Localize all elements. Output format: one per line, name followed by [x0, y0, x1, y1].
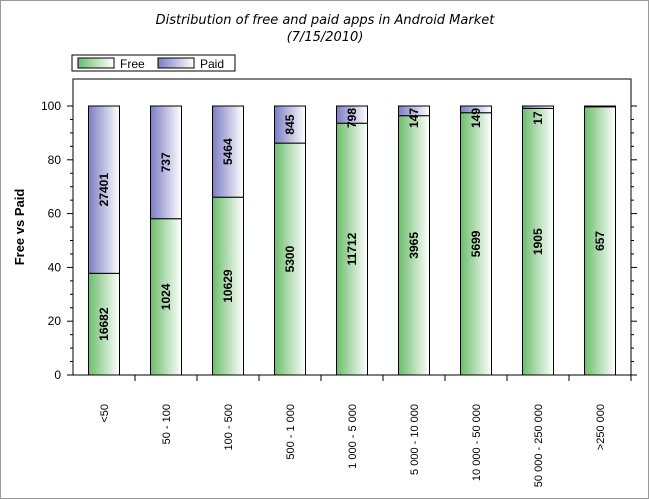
bar-free — [150, 218, 182, 376]
legend-label-free: Free — [120, 57, 145, 71]
data-label-paid: 737 — [159, 152, 173, 172]
x-tick-label: 10 000 - 50 000 — [471, 404, 483, 481]
data-label-free: 3965 — [407, 232, 421, 259]
bar-free — [522, 107, 554, 376]
bar-paid — [398, 105, 430, 117]
data-label-free: 11712 — [345, 232, 359, 265]
x-tick-label: <50 — [99, 404, 111, 423]
chart-title-line1: Distribution of free and paid apps in An… — [156, 13, 496, 28]
y-tick-label: 80 — [48, 153, 62, 167]
bar-paid — [88, 105, 120, 274]
bar-paid — [584, 105, 616, 108]
bar-free — [584, 106, 616, 376]
data-label-paid: 845 — [283, 114, 297, 134]
data-label-free: 10629 — [221, 269, 235, 303]
bar-free — [460, 112, 492, 376]
x-tick-label: 50 000 - 250 000 — [533, 404, 545, 487]
data-label-paid: 798 — [345, 108, 359, 128]
bar-paid — [336, 105, 368, 124]
data-label-paid: 147 — [407, 108, 421, 128]
legend-swatch-paid — [157, 57, 195, 69]
x-tick-label: 5 000 - 10 000 — [409, 404, 421, 475]
bar-free — [88, 272, 120, 376]
data-label-free: 5699 — [469, 230, 483, 257]
legend: Free Paid — [71, 54, 236, 72]
data-label-paid: 149 — [469, 108, 483, 128]
x-tick-label: 50 - 100 — [161, 404, 173, 444]
data-label-paid: 27401 — [97, 173, 111, 207]
y-tick-label: 60 — [48, 207, 62, 221]
bar-free — [336, 122, 368, 376]
x-tick-label: >250 000 — [595, 404, 607, 450]
plot-area: 0 20 40 60 80 100 16682 27401 <50 1024 737 50 - 100… — [41, 78, 637, 487]
x-tick-label: 500 - 1 000 — [285, 404, 297, 460]
bar-paid — [274, 105, 306, 144]
bar-free — [274, 142, 306, 376]
y-tick-label: 0 — [54, 368, 61, 382]
y-axis-label: Free vs Paid — [12, 189, 27, 266]
data-label-free: 1905 — [531, 228, 545, 255]
bar-paid — [212, 105, 244, 198]
legend-label-paid: Paid — [200, 57, 224, 71]
data-label-paid: 5464 — [221, 138, 235, 165]
x-tick-label: 100 - 500 — [223, 404, 235, 450]
legend-swatch-free — [77, 57, 115, 69]
chart-title-line2: (7/15/2010) — [287, 30, 364, 45]
data-label-paid: 17 — [531, 111, 545, 125]
data-label-free: 657 — [593, 231, 607, 251]
bar-paid — [150, 105, 182, 220]
bar-free — [212, 196, 244, 376]
bar-paid — [460, 105, 492, 114]
y-tick-label: 100 — [41, 99, 61, 113]
data-label-free: 16682 — [97, 307, 111, 341]
x-tick-label: 1 000 - 5 000 — [347, 404, 359, 469]
bar-paid — [522, 105, 554, 109]
data-label-free: 5300 — [283, 245, 297, 272]
y-tick-label: 20 — [48, 314, 62, 328]
data-label-free: 1024 — [159, 283, 173, 310]
y-tick-label: 40 — [48, 260, 62, 274]
